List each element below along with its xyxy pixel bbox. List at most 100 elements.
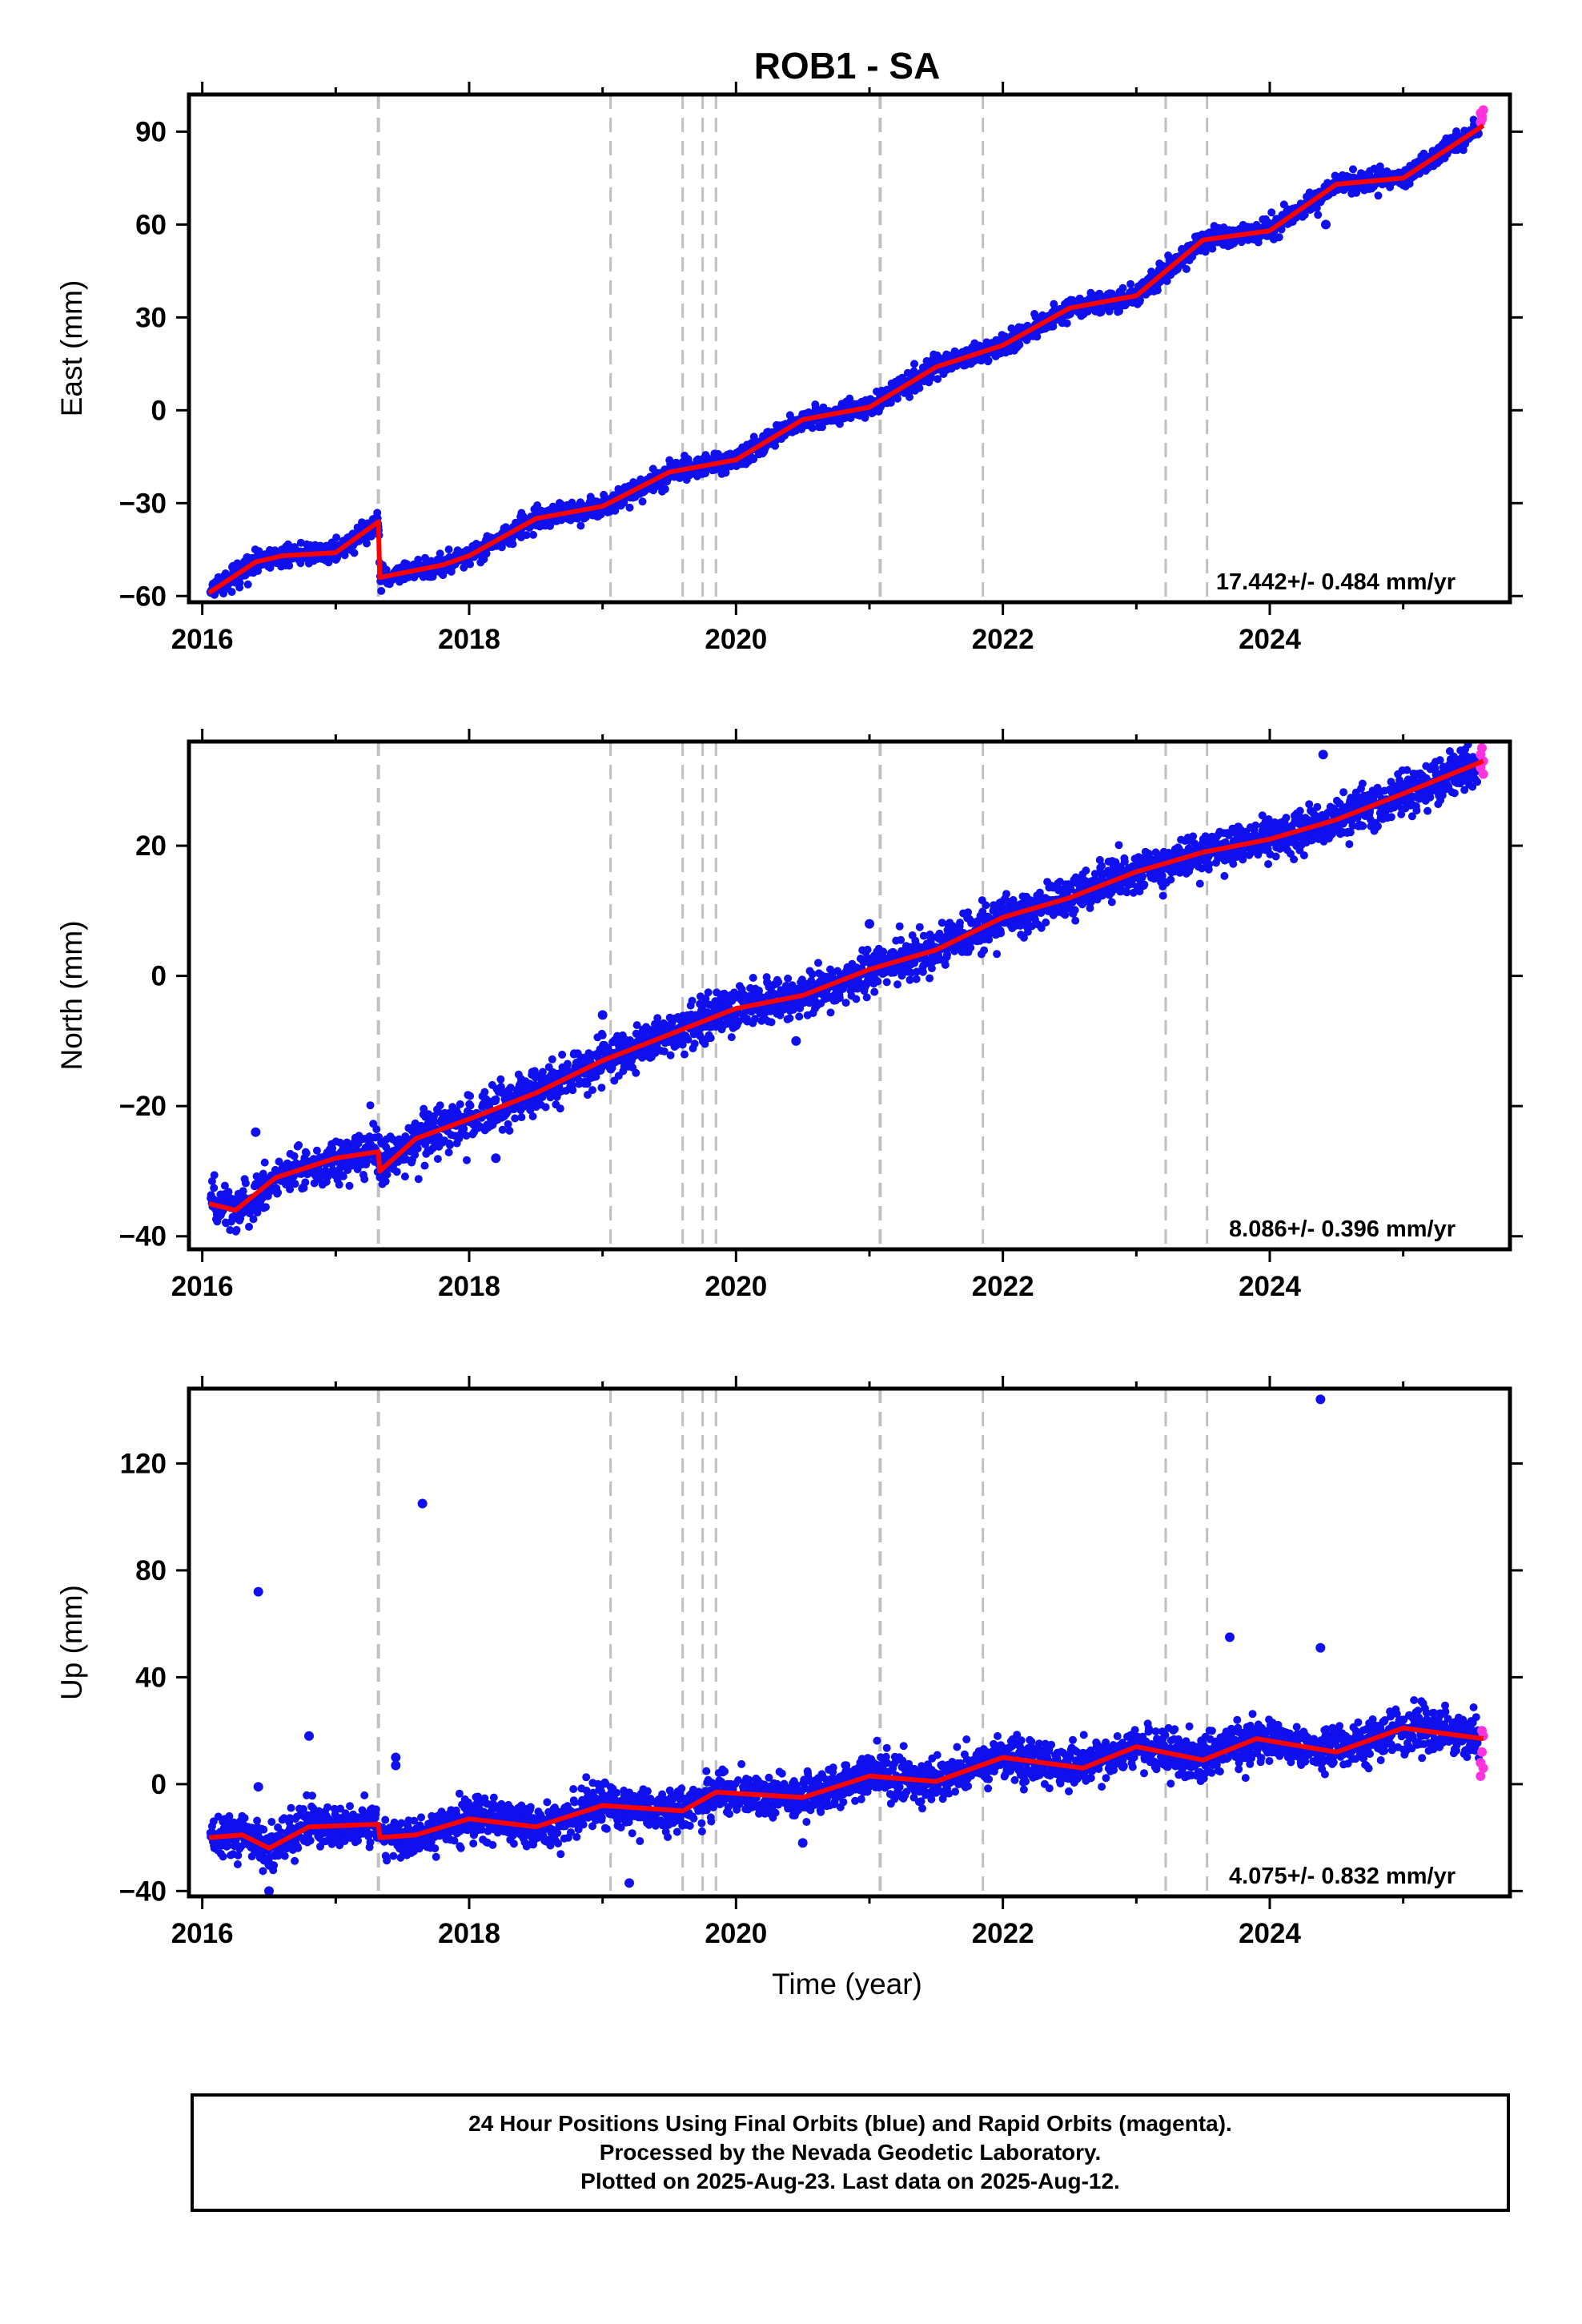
final-point	[749, 974, 757, 982]
final-point	[870, 987, 879, 996]
final-point	[400, 1172, 409, 1181]
final-point	[795, 1012, 804, 1021]
final-point	[492, 1095, 500, 1104]
east-plot-area	[206, 94, 1488, 602]
final-point	[926, 930, 934, 939]
final-point	[1153, 286, 1162, 295]
final-point	[721, 468, 730, 477]
final-point	[915, 923, 924, 931]
final-point	[814, 959, 822, 967]
final-point	[363, 539, 371, 548]
final-point	[784, 974, 793, 983]
final-point	[882, 978, 891, 987]
final-point	[1208, 244, 1217, 253]
x-tick-label: 2018	[438, 624, 500, 655]
final-point	[460, 1124, 468, 1133]
final-point	[576, 521, 585, 530]
final-point	[826, 1008, 835, 1017]
final-point	[583, 1080, 592, 1088]
final-point	[734, 1017, 743, 1026]
final-point	[964, 908, 973, 917]
east-model-line	[207, 123, 1485, 595]
final-point	[926, 974, 934, 983]
final-point	[262, 1203, 270, 1212]
final-point	[541, 1103, 550, 1112]
final-point	[918, 967, 927, 976]
final-point	[660, 1047, 669, 1055]
final-point	[335, 1138, 344, 1147]
final-point	[661, 485, 669, 493]
final-point	[808, 424, 817, 432]
final-point	[1314, 211, 1323, 219]
final-point	[863, 945, 872, 954]
final-point	[893, 394, 901, 403]
final-point	[755, 987, 763, 995]
final-point	[444, 545, 453, 554]
final-point	[235, 578, 244, 587]
final-point	[905, 975, 914, 984]
final-point	[372, 1125, 381, 1134]
final-point	[841, 999, 850, 1007]
final-point	[727, 1033, 736, 1042]
final-point	[436, 549, 444, 558]
final-point	[568, 1086, 577, 1095]
final-point	[1275, 233, 1283, 242]
final-point	[818, 423, 826, 432]
final-point	[260, 1158, 269, 1167]
final-point	[433, 1155, 442, 1164]
final-point	[632, 1021, 641, 1030]
final-point	[505, 1126, 514, 1135]
final-point	[249, 1215, 258, 1224]
final-point	[915, 384, 924, 392]
east-rate-label: 17.442+/- 0.484 mm/yr	[1216, 569, 1456, 595]
final-point	[879, 947, 888, 956]
final-point	[312, 1146, 321, 1155]
final-point	[598, 1031, 607, 1039]
final-point	[767, 1018, 776, 1027]
final-point	[274, 1188, 283, 1197]
final-point	[528, 1112, 537, 1120]
final-point	[690, 1039, 699, 1048]
final-point	[1374, 191, 1383, 200]
final-point	[538, 1068, 547, 1076]
final-point	[511, 1114, 520, 1123]
final-point	[224, 1188, 233, 1196]
final-point	[684, 1035, 693, 1044]
final-point	[1126, 279, 1135, 288]
final-point	[232, 1225, 241, 1234]
final-point	[466, 1092, 475, 1100]
final-point	[207, 1177, 216, 1185]
final-point	[245, 1222, 253, 1231]
final-point	[845, 394, 854, 403]
final-point	[381, 1177, 390, 1186]
final-point	[411, 1151, 420, 1160]
final-point	[751, 1015, 759, 1023]
final-point	[526, 1106, 535, 1115]
final-point	[548, 1055, 556, 1063]
final-point	[339, 1172, 347, 1180]
final-point	[688, 996, 697, 1005]
final-point	[666, 1051, 675, 1059]
y-tick-label: −30	[119, 488, 167, 519]
final-point	[785, 1014, 794, 1023]
final-point	[345, 1181, 354, 1190]
x-tick-label: 2022	[972, 624, 1034, 655]
final-point	[873, 977, 882, 986]
final-point	[862, 993, 871, 1002]
final-point	[496, 1083, 505, 1091]
final-point	[943, 950, 951, 959]
final-point	[927, 373, 936, 382]
final-point	[291, 1180, 299, 1188]
final-point	[630, 1051, 639, 1060]
final-point	[563, 1059, 572, 1068]
final-point	[253, 1208, 262, 1217]
final-point	[366, 1101, 375, 1110]
final-point	[466, 1101, 475, 1110]
final-point	[704, 988, 713, 997]
final-point	[835, 994, 844, 1003]
final-point	[1349, 165, 1357, 174]
rapid-point	[1477, 111, 1487, 122]
final-point	[420, 1161, 429, 1170]
final-point	[701, 995, 710, 1003]
